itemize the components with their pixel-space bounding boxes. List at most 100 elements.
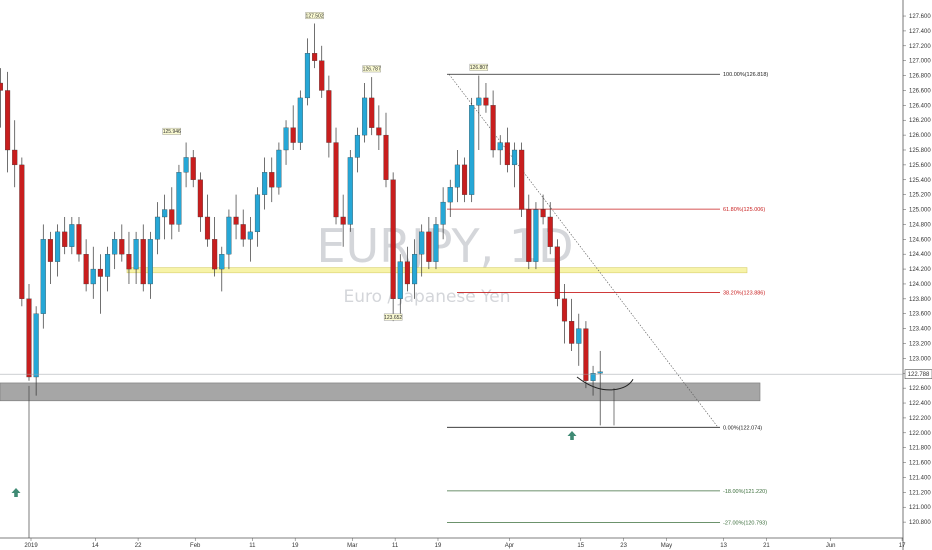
candle-body: [26, 298, 32, 378]
candle-body: [454, 164, 460, 188]
candle-body: [40, 239, 46, 314]
candle: [404, 246, 410, 292]
price-tick-label: 121.400: [909, 475, 931, 481]
price-tick-label: 127.000: [909, 59, 931, 65]
support-zone: [0, 382, 761, 402]
candle-body: [119, 239, 125, 255]
price-tick-label: 126.800: [909, 74, 931, 80]
candle: [561, 283, 568, 344]
candle-body: [197, 179, 203, 218]
candle-body: [397, 261, 403, 299]
price-tick-label: 123.800: [909, 297, 931, 303]
candle: [433, 216, 439, 270]
candle-body: [133, 239, 139, 270]
fib-level-label: -27.00%(120.793): [723, 521, 767, 527]
candle: [176, 164, 182, 232]
candle: [304, 38, 311, 106]
price-tick-label: 126.400: [909, 103, 931, 109]
candle-body: [540, 209, 546, 218]
candle-body: [126, 254, 132, 270]
candle: [219, 246, 225, 292]
price-tick-label: 125.000: [909, 208, 931, 214]
price-tick-label: 127.400: [909, 29, 931, 35]
candle: [297, 90, 303, 150]
candle: [412, 239, 418, 299]
time-tick-label: 22: [135, 543, 142, 549]
candle-body: [547, 216, 553, 247]
fib-level-label: 61.80%(125.006): [723, 207, 765, 213]
trendline: [448, 74, 719, 428]
candle-body: [219, 254, 225, 270]
candle-body: [276, 149, 282, 188]
candle: [147, 231, 153, 299]
candle-body: [90, 268, 96, 285]
up-arrow-icon: [11, 488, 21, 497]
candle: [476, 75, 482, 150]
time-tick-label: 11: [249, 543, 256, 549]
time-axis[interactable]: 2019 14 22 Feb 11 19 Mar 11 19 Apr 15 23 May 13 21 Jun 1…: [0, 537, 932, 549]
price-tick-label: 121.600: [909, 461, 931, 467]
candle: [469, 97, 475, 203]
candle-body: [140, 239, 146, 285]
candle-body: [190, 157, 196, 180]
price-tick-label: 122.600: [909, 386, 931, 392]
candle-body: [554, 246, 560, 299]
candle-body: [533, 209, 539, 262]
candle: [226, 209, 232, 270]
price-tick-label: 122.400: [909, 401, 931, 407]
candle: [55, 224, 61, 277]
candle-body: [212, 239, 218, 270]
candle: [390, 172, 396, 322]
candle: [183, 142, 189, 188]
price-tick-label: 122.200: [909, 416, 931, 422]
candle: [233, 194, 239, 240]
candle-body: [590, 373, 596, 381]
candle-body: [240, 224, 246, 240]
trendline-layer[interactable]: [28, 74, 719, 538]
candle: [269, 157, 275, 203]
candle: [276, 142, 282, 195]
price-tick-label: 125.400: [909, 178, 931, 184]
candle: [483, 83, 489, 113]
last-price-marker: 122.788: [0, 369, 932, 379]
price-tick-label: 123.000: [909, 356, 931, 362]
candle-body: [297, 97, 303, 143]
candle: [426, 216, 432, 270]
candle-body: [104, 254, 111, 277]
candle-body: [526, 209, 532, 262]
candle: [0, 68, 3, 128]
price-tick-label: 125.600: [909, 163, 931, 169]
rounding-bottom-curve: [576, 376, 634, 391]
candle: [104, 246, 111, 292]
candle-body: [19, 164, 25, 299]
price-tick-label: 124.200: [909, 267, 931, 273]
candle: [569, 298, 575, 351]
candle: [454, 149, 460, 203]
candle: [533, 202, 539, 270]
candle-body: [176, 172, 182, 225]
price-tick-label: 120.800: [909, 520, 931, 526]
candle-body: [326, 90, 332, 143]
candle-body: [333, 142, 339, 218]
candle-body: [62, 231, 68, 247]
price-label: 123.652: [384, 315, 402, 321]
price-tick-label: 125.800: [909, 148, 931, 154]
candle-body: [112, 239, 118, 255]
candle-body: [469, 105, 475, 195]
candle-body: [254, 194, 261, 233]
candle: [597, 350, 603, 426]
time-tick-label: Apr: [505, 543, 514, 549]
price-axis[interactable]: 127.600 127.400 127.200 127.000 126.800 126.6…: [902, 0, 931, 550]
candle-body: [369, 97, 375, 128]
candles-layer: [0, 23, 603, 426]
candle: [247, 216, 253, 262]
candle-body: [576, 328, 582, 344]
candle-body: [162, 209, 168, 218]
fibonacci-layer[interactable]: 100.00%(126.818) 61.80%(125.006) 38.20%(12…: [447, 72, 768, 527]
candle-body: [33, 313, 39, 378]
candle: [90, 246, 96, 299]
candle-body: [283, 127, 289, 151]
candle: [119, 224, 125, 262]
candle: [19, 157, 25, 307]
